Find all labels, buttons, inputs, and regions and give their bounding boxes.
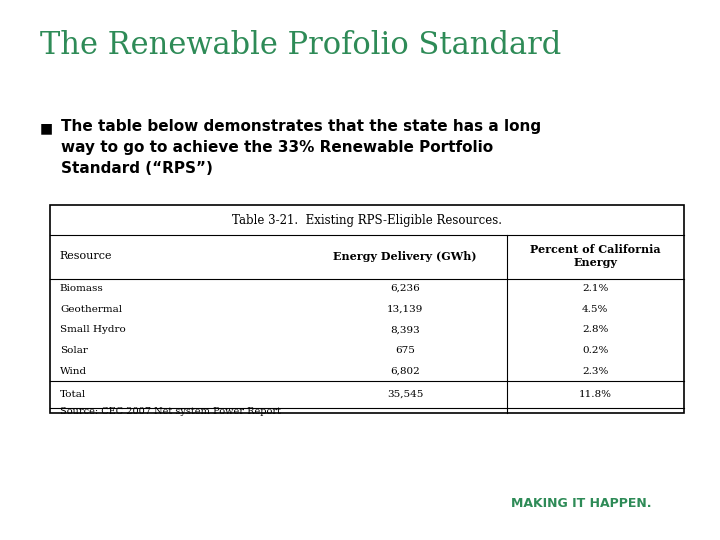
Text: 13,139: 13,139: [387, 305, 423, 314]
Text: 8,393: 8,393: [390, 326, 420, 334]
Text: 2.3%: 2.3%: [582, 367, 608, 376]
Text: 4.5%: 4.5%: [582, 305, 608, 314]
Text: 2.8%: 2.8%: [582, 326, 608, 334]
Text: Percent of California
Energy: Percent of California Energy: [530, 244, 661, 268]
Text: Small Hydro: Small Hydro: [60, 326, 126, 334]
Text: Total: Total: [60, 390, 86, 399]
Text: 675: 675: [395, 346, 415, 355]
Text: Resource: Resource: [60, 251, 112, 261]
Text: ■: ■: [40, 122, 53, 136]
Text: 6,236: 6,236: [390, 284, 420, 293]
Text: Biomass: Biomass: [60, 284, 104, 293]
Text: Solar: Solar: [60, 346, 88, 355]
Text: Geothermal: Geothermal: [60, 305, 122, 314]
Text: Wind: Wind: [60, 367, 87, 376]
Text: The Renewable Profolio Standard: The Renewable Profolio Standard: [40, 30, 561, 60]
Text: 0.2%: 0.2%: [582, 346, 608, 355]
Text: Energy Delivery (GWh): Energy Delivery (GWh): [333, 251, 477, 262]
Text: Table 3-21.  Existing RPS-Eligible Resources.: Table 3-21. Existing RPS-Eligible Resour…: [233, 214, 503, 227]
Text: 6,802: 6,802: [390, 367, 420, 376]
Text: The table below demonstrates that the state has a long
way to go to achieve the : The table below demonstrates that the st…: [61, 119, 541, 176]
Text: 35,545: 35,545: [387, 390, 423, 399]
Text: 2.1%: 2.1%: [582, 284, 608, 293]
Text: MAKING IT HAPPEN.: MAKING IT HAPPEN.: [511, 497, 652, 510]
Text: 11.8%: 11.8%: [579, 390, 612, 399]
Text: 14: 14: [679, 521, 696, 534]
Text: Source: CEC 2007 Net system Power Report: Source: CEC 2007 Net system Power Report: [60, 407, 281, 415]
